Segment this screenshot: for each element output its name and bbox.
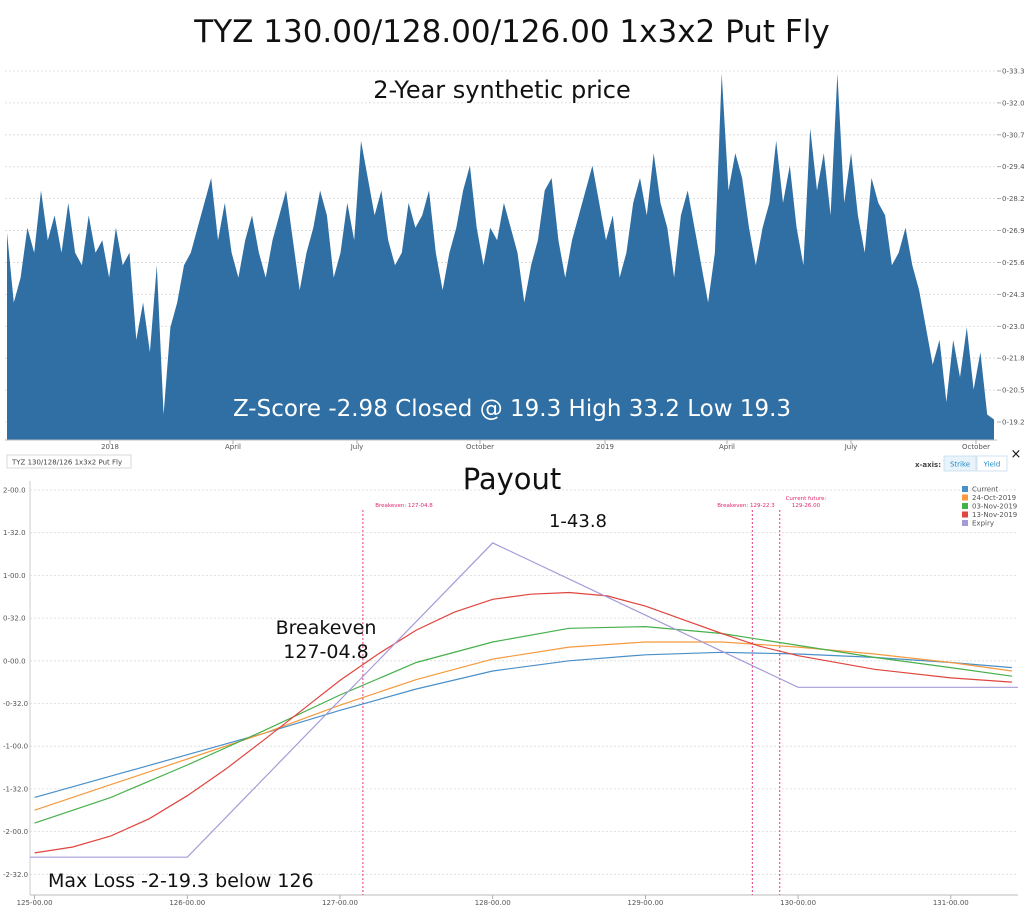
top-y-tick-label: 0-25.6 [1002, 259, 1024, 267]
payout-line-24-oct-2019 [34, 641, 1012, 811]
payout-y-tick-label: -1-32.0 [3, 785, 28, 793]
maxloss-annotation: Max Loss -2-19.3 below 126 [48, 870, 314, 892]
xaxis-toggle-label: x-axis: [915, 461, 941, 469]
strike-option-label: Strike [950, 461, 970, 469]
top-y-tick-label: 0-20.5 [1002, 387, 1024, 395]
top-x-tick-label: April [225, 443, 241, 451]
top-y-tick-label: 0-28.2 [1002, 195, 1024, 203]
payout-vertical-markers [362, 510, 781, 895]
main-title: TYZ 130.00/128.00/126.00 1x3x2 Put Fly [194, 14, 830, 50]
top-x-tick-label: 2018 [101, 443, 119, 451]
instrument-label-box [6, 454, 132, 469]
legend-label: 24-Oct-2019 [972, 494, 1016, 502]
legend-swatch [962, 520, 968, 526]
top-panel-title: 2-Year synthetic price [373, 76, 630, 104]
legend-swatch [962, 486, 968, 492]
close-icon[interactable]: × [1011, 447, 1022, 462]
top-y-tick-label: 0-26.9 [1002, 227, 1024, 235]
payout-series-lines [30, 542, 1018, 858]
payout-x-tick-label: 130-00.00 [780, 899, 816, 907]
payout-x-tick-label: 126-00.00 [169, 899, 205, 907]
top-x-tick-label: October [962, 443, 990, 451]
breakeven-annotation-line1: Breakeven [276, 617, 377, 639]
top-y-tick-labels: 0-19.2 0-20.5 0-21.8 0-23.0 0-24.3 0-25.6 0-26… [997, 68, 1024, 427]
payout-x-tick-labels: 125-00.00 126-00.00 127-00.00 128-00.00 129-… [17, 895, 969, 907]
legend-label: 03-Nov-2019 [972, 503, 1017, 511]
payout-line-expiry [30, 542, 1018, 858]
top-x-tick-labels: 2018 April July October 2019 April July October [101, 440, 990, 451]
current-future-label: Current future: [786, 496, 827, 502]
breakeven-2-label: Breakeven: 129-22.3 [717, 503, 775, 509]
legend-swatch [962, 503, 968, 509]
payout-y-tick-label: -2-00.0 [3, 828, 28, 836]
top-y-tick-label: 0-24.3 [1002, 291, 1024, 299]
yield-option-button[interactable] [976, 455, 1008, 472]
top-x-tick-label: July [844, 443, 858, 451]
payout-y-tick-label: 1-32.0 [3, 529, 26, 537]
legend-label: 13-Nov-2019 [972, 511, 1017, 519]
breakeven-annotation-line2: 127-04.8 [283, 641, 368, 663]
payout-gridlines [30, 489, 1018, 875]
top-x-tick-label: April [719, 443, 735, 451]
price-area-series [7, 73, 994, 440]
payout-y-tick-labels: 2-00.0 1-32.0 1-00.0 0-32.0 0-00.0 -0-32.0 -1-… [3, 487, 28, 879]
payout-line-13-nov-2019 [34, 591, 1012, 854]
top-panel-annotation: Z-Score -2.98 Closed @ 19.3 High 33.2 Lo… [233, 396, 791, 422]
yield-option-label: Yield [983, 461, 1001, 469]
payout-y-tick-label: 1-00.0 [3, 572, 26, 580]
payout-x-tick-label: 129-00.00 [627, 899, 663, 907]
instrument-label: TYZ 130/128/126 1x3x2 Put Fly [11, 459, 122, 467]
top-y-tick-label: 0-23.0 [1002, 323, 1024, 331]
payout-line-current [34, 651, 1012, 798]
breakeven-1-label: Breakeven: 127-04.8 [375, 503, 433, 509]
top-y-tick-label: 0-33.3 [1002, 68, 1024, 76]
top-y-tick-label: 0-19.2 [1002, 419, 1024, 427]
top-y-tick-label: 0-21.8 [1002, 355, 1024, 363]
legend-swatch [962, 511, 968, 518]
payout-legend: Current24-Oct-201903-Nov-201913-Nov-2019… [962, 486, 1017, 528]
top-x-tick-label: July [350, 443, 364, 451]
peak-annotation: 1-43.8 [549, 511, 607, 532]
payout-y-tick-label: -0-32.0 [3, 700, 28, 708]
legend-label: Current [972, 486, 999, 494]
payout-title: Payout [463, 462, 562, 496]
legend-swatch [962, 494, 968, 501]
payout-line-03-nov-2019 [34, 625, 1012, 824]
top-y-tick-label: 0-29.4 [1002, 163, 1024, 171]
payout-x-tick-label: 125-00.00 [17, 899, 53, 907]
payout-x-tick-label: 131-00.00 [933, 899, 969, 907]
current-future-value: 129-26.00 [792, 503, 821, 509]
payout-x-tick-label: 127-00.00 [322, 899, 358, 907]
top-x-tick-label: 2019 [596, 443, 614, 451]
legend-label: Expiry [972, 520, 994, 528]
top-y-tick-label: 0-32.0 [1002, 99, 1024, 107]
payout-y-tick-label: 2-00.0 [3, 487, 26, 495]
strike-option-button[interactable] [943, 455, 977, 472]
payout-y-tick-label: 0-00.0 [3, 657, 26, 665]
payout-y-tick-label: -1-00.0 [3, 743, 28, 751]
payout-y-tick-label: -2-32.0 [3, 871, 28, 879]
top-y-tick-label: 0-30.7 [1002, 131, 1024, 139]
payout-y-tick-label: 0-32.0 [3, 615, 26, 623]
payout-x-tick-label: 128-00.00 [475, 899, 511, 907]
top-x-tick-label: October [466, 443, 494, 451]
